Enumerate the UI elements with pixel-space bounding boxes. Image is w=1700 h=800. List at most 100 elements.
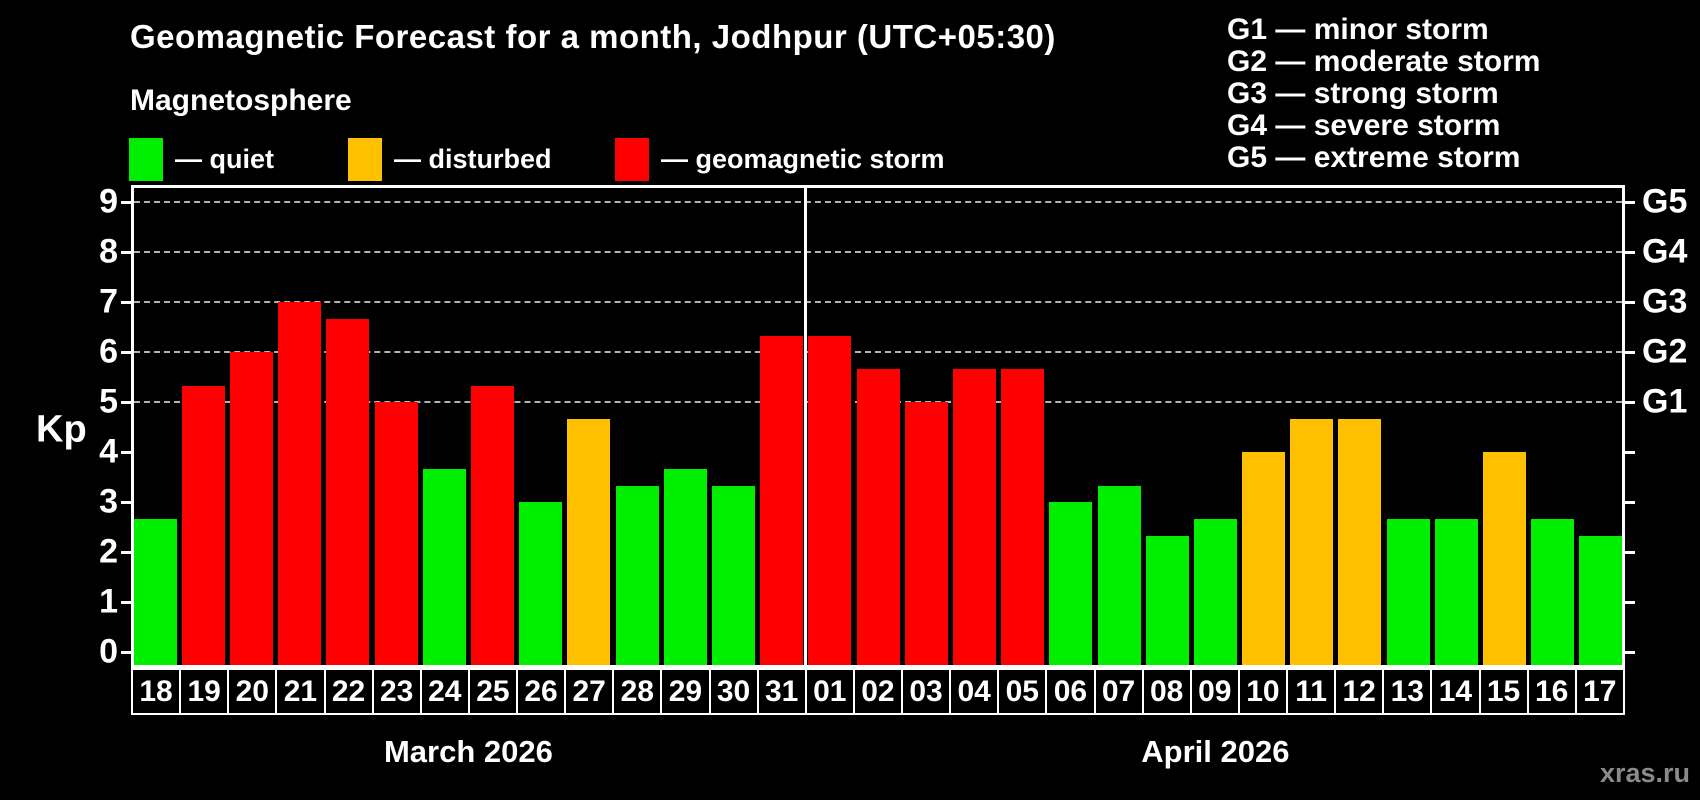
day-label-14-april: 14 (1430, 668, 1481, 715)
day-label-05-april: 05 (997, 668, 1048, 715)
bar-day-05-april (1001, 368, 1045, 668)
bar-day-07-april (1097, 485, 1141, 668)
bar-day-11-april (1290, 418, 1334, 668)
kp-tick-label-3: 3 (99, 482, 118, 521)
day-label-08-april: 08 (1141, 668, 1192, 715)
day-label-01-april: 01 (804, 668, 855, 715)
day-label-22-march: 22 (323, 668, 374, 715)
chart-title: Geomagnetic Forecast for a month, Jodhpu… (130, 18, 1056, 55)
bar-day-29-march (663, 468, 707, 668)
kp-tick-left-9 (121, 200, 131, 204)
g-legend-line-1: G1 — minor storm (1227, 13, 1489, 46)
bar-day-03-april (904, 402, 948, 668)
bar-day-19-march (181, 385, 225, 668)
g-axis-label-g1: G1 (1642, 382, 1688, 421)
legend-label-disturbed: — disturbed (394, 144, 552, 174)
bar-day-06-april (1049, 502, 1093, 668)
month-label-march: March 2026 (383, 734, 553, 769)
day-label-27-march: 27 (564, 668, 615, 715)
day-label-28-march: 28 (612, 668, 663, 715)
x-axis-day-row: 18 19 20 21 22 23 24 25 26 27 28 29 30 31 01 02 03 04 05 06… (131, 668, 1625, 715)
g-legend-line-2: G2 — moderate storm (1227, 45, 1541, 78)
day-label-11-april: 11 (1286, 668, 1337, 715)
kp-tick-right-1 (1625, 600, 1635, 604)
bar-day-10-april (1242, 452, 1285, 668)
day-label-18-march: 18 (131, 668, 182, 715)
bar-day-08-april (1145, 535, 1189, 668)
kp-tick-label-2: 2 (99, 532, 118, 571)
bar-day-25-march (471, 385, 514, 668)
day-label-23-march: 23 (371, 668, 422, 715)
g-axis-label-g5: G5 (1642, 182, 1688, 221)
bar-day-26-march (519, 502, 563, 668)
legend-swatch-quiet (129, 138, 163, 181)
day-label-02-april: 02 (852, 668, 903, 715)
g-axis-label-g3: G3 (1642, 282, 1688, 321)
day-label-04-april: 04 (949, 668, 1000, 715)
kp-tick-right-7 (1625, 300, 1635, 304)
bar-day-13-april (1386, 518, 1430, 668)
day-label-24-march: 24 (419, 668, 470, 715)
legend-label-storm: — geomagnetic storm (661, 144, 945, 174)
day-label-20-march: 20 (227, 668, 278, 715)
day-label-16-april: 16 (1526, 668, 1577, 715)
month-separator-line (804, 185, 808, 668)
kp-tick-left-7 (121, 300, 131, 304)
bar-day-24-march (422, 468, 466, 668)
g-legend-line-4: G4 — severe storm (1227, 109, 1501, 142)
legend-swatch-disturbed (348, 138, 382, 181)
kp-tick-left-4 (121, 450, 131, 454)
legend-label-quiet: — quiet (175, 144, 274, 174)
kp-tick-right-4 (1625, 450, 1635, 454)
day-label-12-april: 12 (1334, 668, 1385, 715)
kp-tick-left-6 (121, 350, 131, 354)
kp-tick-left-3 (121, 500, 131, 504)
bar-day-16-april (1531, 518, 1575, 668)
gridline-kp-9 (134, 201, 1622, 203)
day-label-15-april: 15 (1478, 668, 1529, 715)
kp-tick-left-2 (121, 550, 131, 554)
watermark: xras.ru (1599, 758, 1690, 788)
bar-day-23-march (374, 402, 418, 668)
kp-tick-left-0 (121, 650, 131, 654)
kp-tick-label-4: 4 (99, 432, 118, 471)
day-label-07-april: 07 (1093, 668, 1144, 715)
g-scale-legend: G1 — minor storm G2 — moderate storm G3 — … (1227, 14, 1540, 174)
plot-frame (131, 185, 1625, 668)
gridline-kp-8 (134, 251, 1622, 253)
day-label-06-april: 06 (1045, 668, 1096, 715)
bar-day-15-april (1483, 452, 1526, 668)
g-legend-line-3: G3 — strong storm (1227, 77, 1499, 110)
day-label-09-april: 09 (1189, 668, 1240, 715)
g-axis-label-g2: G2 (1642, 332, 1688, 371)
kp-tick-label-8: 8 (99, 232, 118, 271)
kp-tick-right-5 (1625, 400, 1635, 404)
kp-tick-left-5 (121, 400, 131, 404)
kp-tick-left-1 (121, 600, 131, 604)
bar-day-30-march (711, 485, 755, 668)
kp-tick-right-6 (1625, 350, 1635, 354)
bar-day-22-march (326, 318, 370, 668)
bar-day-12-april (1338, 418, 1382, 668)
kp-tick-label-1: 1 (99, 582, 118, 621)
kp-tick-label-9: 9 (99, 182, 118, 221)
day-label-03-april: 03 (901, 668, 952, 715)
bar-day-20-march (230, 352, 273, 668)
day-label-21-march: 21 (275, 668, 326, 715)
bar-day-28-march (615, 485, 659, 668)
day-label-17-april: 17 (1574, 668, 1625, 715)
day-label-31-march: 31 (756, 668, 807, 715)
kp-tick-left-8 (121, 250, 131, 254)
chart-subtitle: Magnetosphere (130, 84, 352, 117)
kp-tick-label-7: 7 (99, 282, 118, 321)
bar-day-09-april (1193, 518, 1237, 668)
bar-day-04-april (952, 368, 996, 668)
bar-day-02-april (856, 368, 900, 668)
bar-day-14-april (1434, 518, 1478, 668)
day-label-25-march: 25 (467, 668, 518, 715)
day-label-10-april: 10 (1237, 668, 1288, 715)
day-label-30-march: 30 (708, 668, 759, 715)
g-axis-label-g4: G4 (1642, 232, 1688, 271)
kp-tick-right-2 (1625, 550, 1635, 554)
